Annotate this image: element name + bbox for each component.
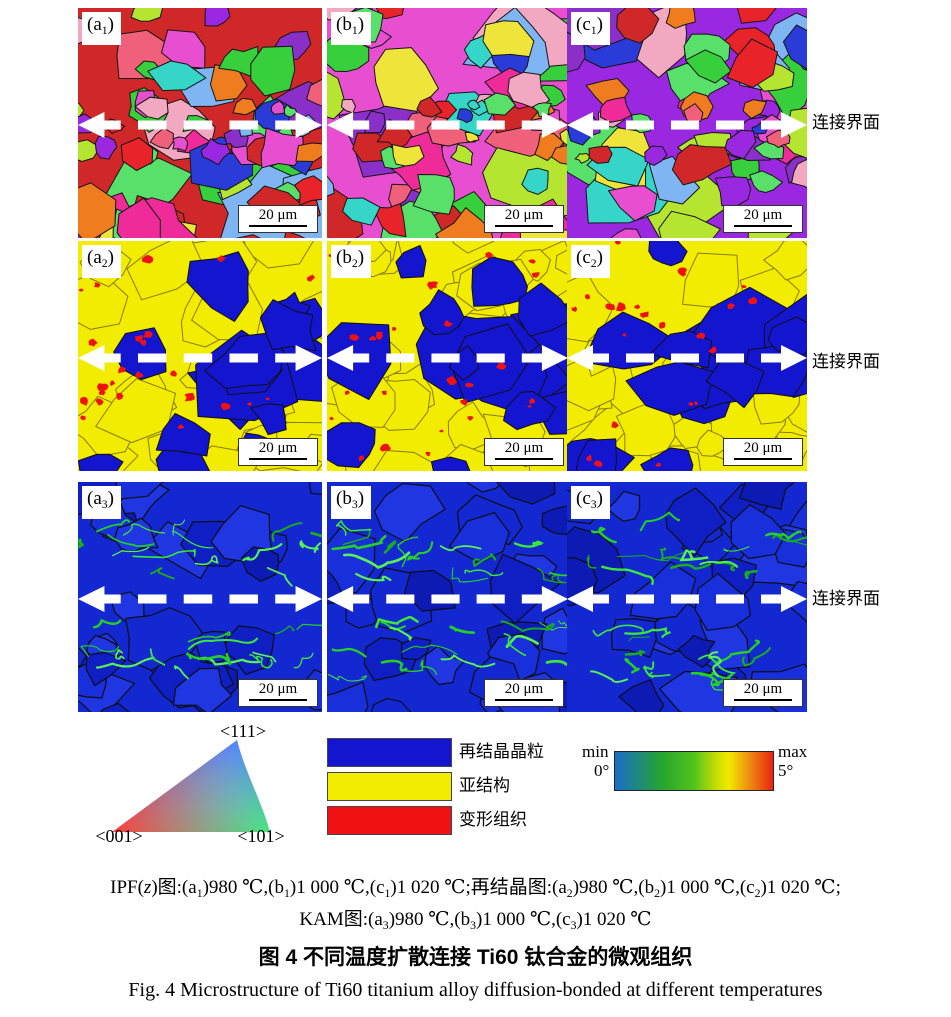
- scale-bar-line: [249, 699, 307, 701]
- interface-arrow: [327, 586, 568, 613]
- scale-bar: 20 μm: [723, 679, 803, 707]
- figure-title-en: Fig. 4 Microstructure of Ti60 titanium a…: [128, 979, 823, 1001]
- interface-arrow: [78, 345, 322, 372]
- micrograph-panel-c1: (c1) 20 μm: [567, 8, 807, 238]
- caption-detail-line2: KAM图:(a3)980 ℃,(b3)1 000 ℃,(c3)1 020 ℃: [299, 909, 652, 933]
- scale-bar: 20 μm: [484, 205, 564, 233]
- scale-bar-line: [249, 458, 307, 460]
- legend-swatch-substructure: [327, 772, 452, 801]
- scale-bar-label: 20 μm: [504, 207, 544, 223]
- micrograph-panel-a3: (a3) 20 μm: [78, 482, 322, 712]
- micrograph-panel-b3: (b3) 20 μm: [327, 482, 568, 712]
- scale-bar: 20 μm: [484, 679, 564, 707]
- kam-min-label: min: [582, 742, 609, 761]
- panel-label: (a1): [82, 12, 121, 46]
- micrograph-panel-b2: (b2) 20 μm: [327, 241, 568, 471]
- scale-bar: 20 μm: [484, 438, 564, 466]
- ipf-triangle-label-111: <111>: [220, 721, 266, 741]
- interface-label-row1: 连接界面: [812, 113, 880, 132]
- scale-bar-label: 20 μm: [743, 681, 783, 697]
- interface-arrow: [567, 345, 807, 372]
- panel-label: (a2): [82, 245, 121, 279]
- scale-bar-line: [249, 225, 307, 227]
- micrograph-panel-a1: (a1) 20 μm: [78, 8, 322, 238]
- panel-label: (b2): [331, 245, 372, 279]
- scale-bar-line: [495, 225, 553, 227]
- ipf-triangle-label-101: <101>: [237, 826, 285, 846]
- legend-label-recrystallized: 再结晶晶粒: [459, 742, 544, 761]
- ipf-triangle-label-001: <001>: [95, 826, 143, 846]
- micrograph-panel-c2: (c2) 20 μm: [567, 241, 807, 471]
- scale-bar: 20 μm: [723, 205, 803, 233]
- panel-label: (c1): [571, 12, 610, 46]
- scale-bar-label: 20 μm: [258, 207, 298, 223]
- scale-bar-line: [734, 699, 792, 701]
- scale-bar-line: [734, 225, 792, 227]
- kam-max-value: 5°: [778, 761, 794, 780]
- micrograph-panel-b1: (b1) 20 μm: [327, 8, 568, 238]
- figure-title-zh: 图 4 不同温度扩散连接 Ti60 钛合金的微观组织: [258, 946, 693, 969]
- panel-label: (b3): [331, 486, 372, 520]
- ipf-map-image: [78, 8, 322, 238]
- scale-bar-label: 20 μm: [743, 207, 783, 223]
- scale-bar-label: 20 μm: [258, 440, 298, 456]
- panel-label: (b1): [331, 12, 372, 46]
- ipf-color-triangle: [112, 740, 270, 832]
- interface-arrow: [567, 586, 807, 613]
- interface-arrow: [78, 586, 322, 613]
- interface-label-row2: 连接界面: [812, 352, 880, 371]
- interface-arrow: [327, 112, 568, 139]
- scale-bar: 20 μm: [238, 438, 318, 466]
- panel-label: (a3): [82, 486, 121, 520]
- interface-arrow: [78, 112, 322, 139]
- legend-label-deformed: 变形组织: [459, 810, 527, 829]
- scale-bar-line: [734, 458, 792, 460]
- legend-swatch-deformed: [327, 806, 452, 835]
- micrograph-panel-a2: (a2) 20 μm: [78, 241, 322, 471]
- scale-bar-label: 20 μm: [504, 440, 544, 456]
- kam-min-value: 0°: [594, 761, 610, 780]
- scale-bar-label: 20 μm: [743, 440, 783, 456]
- kam-color-scale-bar: [614, 751, 774, 791]
- legend-swatch-recrystallized: [327, 738, 452, 767]
- scale-bar-label: 20 μm: [258, 681, 298, 697]
- scale-bar-line: [495, 458, 553, 460]
- kam-max-label: max: [778, 742, 808, 761]
- interface-arrow: [567, 112, 807, 139]
- panel-label: (c2): [571, 245, 610, 279]
- micrograph-panel-c3: (c3) 20 μm: [567, 482, 807, 712]
- legend-label-substructure: 亚结构: [459, 776, 510, 795]
- scale-bar: 20 μm: [238, 679, 318, 707]
- interface-arrow: [327, 345, 568, 372]
- scale-bar: 20 μm: [723, 438, 803, 466]
- panel-label: (c3): [571, 486, 610, 520]
- caption-detail-line1: IPF(z)图:(a1)980 ℃,(b1)1 000 ℃,(c1)1 020 …: [110, 877, 841, 901]
- scale-bar-line: [495, 699, 553, 701]
- scale-bar-label: 20 μm: [504, 681, 544, 697]
- interface-label-row3: 连接界面: [812, 589, 880, 608]
- scale-bar: 20 μm: [238, 205, 318, 233]
